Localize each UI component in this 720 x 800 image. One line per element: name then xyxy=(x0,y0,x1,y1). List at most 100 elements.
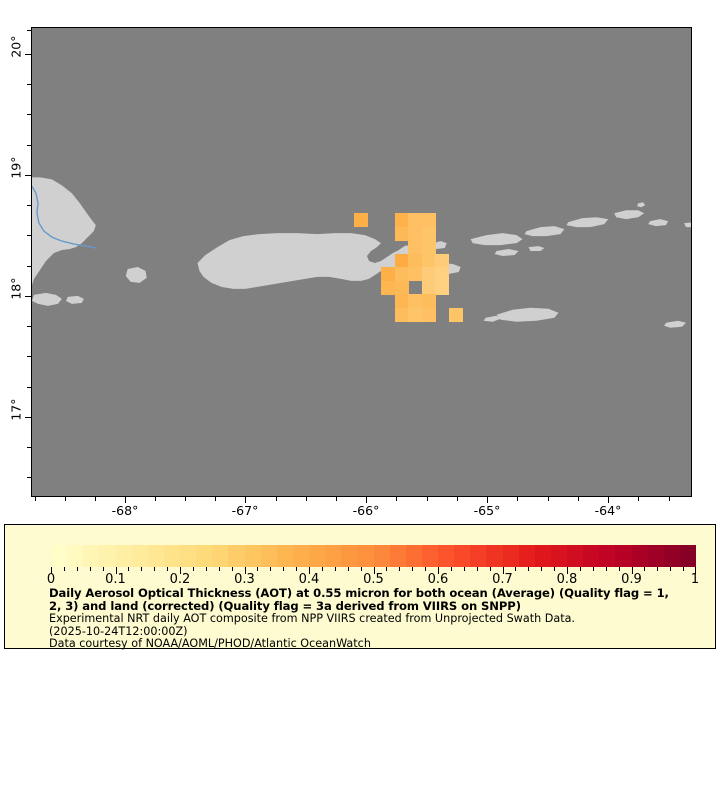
legend-desc-line2: (2025-10-24T12:00:00Z) xyxy=(49,624,188,638)
x-axis-label-2: -66° xyxy=(352,503,380,518)
colorbar-tick-minor xyxy=(218,567,220,571)
legend-title-line1: Daily Aerosol Optical Thickness (AOT) at… xyxy=(49,586,669,600)
y-tick-minor xyxy=(27,235,31,236)
landmass-st-john xyxy=(524,226,565,237)
x-tick-minor xyxy=(65,497,66,501)
colorbar-segment xyxy=(421,545,438,567)
y-tick-minor xyxy=(27,447,31,448)
aot-cell xyxy=(421,253,436,268)
map-plot-area[interactable] xyxy=(31,27,692,497)
aot-cell xyxy=(394,307,409,322)
colorbar-tick-minor xyxy=(76,567,78,571)
legend-title: Daily Aerosol Optical Thickness (AOT) at… xyxy=(49,587,709,612)
aot-cell xyxy=(421,294,436,308)
aot-cell xyxy=(435,267,449,281)
colorbar-tick-minor xyxy=(425,567,427,571)
colorbar-tick-minor xyxy=(231,567,233,571)
colorbar-tick-minor xyxy=(167,567,169,571)
aot-cell xyxy=(408,267,422,281)
x-tick-minor xyxy=(185,497,186,501)
aot-cell xyxy=(448,307,463,322)
x-tick-minor xyxy=(396,497,397,501)
y-tick-minor xyxy=(27,387,31,388)
aot-cell xyxy=(394,294,409,308)
colorbar-tick-minor xyxy=(347,567,349,571)
x-tick-minor xyxy=(95,497,96,501)
colorbar-tick-minor xyxy=(554,567,556,571)
aot-cell xyxy=(408,253,422,268)
landmass-anegada xyxy=(614,210,645,220)
y-axis-label-1: 19° xyxy=(8,156,24,179)
colorbar-tick-minor xyxy=(360,567,362,571)
legend-desc-line3: Data courtesy of NOAA/AOML/PHOD/Atlantic… xyxy=(49,637,371,651)
colorbar-segment xyxy=(51,545,68,567)
colorbar-tick-major xyxy=(180,567,181,574)
colorbar-tick-minor xyxy=(528,567,530,571)
colorbar-segment xyxy=(647,545,664,567)
y-tick-minor xyxy=(27,30,31,31)
colorbar-tick-minor xyxy=(657,567,659,571)
y-tick-minor xyxy=(27,145,31,146)
colorbar-tick-major xyxy=(244,567,246,574)
x-tick-minor xyxy=(457,497,458,501)
x-axis-label-0: -68° xyxy=(111,503,139,518)
colorbar-segment xyxy=(325,545,342,567)
aot-cell xyxy=(381,267,395,281)
y-axis-label-0: 20° xyxy=(8,35,24,58)
y-axis-label-2: 18° xyxy=(8,277,24,300)
colorbar-tick-minor xyxy=(476,567,478,571)
colorbar-segment xyxy=(486,545,503,567)
aot-cell xyxy=(421,267,436,281)
y-tick-minor xyxy=(27,326,31,327)
colorbar-tick-label: 0.1 xyxy=(105,572,126,587)
colorbar-tick-minor xyxy=(89,567,91,571)
legend-desc-line1: Experimental NRT daily AOT composite fro… xyxy=(49,612,575,625)
landmass-vi-speck-c xyxy=(684,222,691,228)
aot-cell xyxy=(421,240,436,254)
landmass-sc-spur xyxy=(483,315,501,322)
colorbar-tick-major xyxy=(373,567,375,574)
aot-cell xyxy=(408,226,422,241)
x-tick-minor xyxy=(35,497,36,501)
colorbar-segment xyxy=(276,545,293,567)
x-tick-major xyxy=(487,497,488,503)
x-tick-minor xyxy=(517,497,518,501)
x-axis-label-4: -64° xyxy=(594,503,622,518)
y-tick-minor xyxy=(27,356,31,357)
colorbar-tick-label: 0.6 xyxy=(427,572,449,587)
colorbar-tick-minor xyxy=(579,567,581,571)
colorbar-tick-major xyxy=(309,567,310,574)
aot-cell xyxy=(394,226,409,241)
x-tick-minor xyxy=(578,497,579,501)
colorbar-tick-label: 0.7 xyxy=(492,572,513,587)
colorbar-tick-major xyxy=(631,567,633,574)
aot-cell xyxy=(435,280,449,295)
colorbar-tick-minor xyxy=(283,567,285,571)
colorbar-segment xyxy=(357,545,374,567)
aot-cell xyxy=(394,213,409,227)
colorbar-segment xyxy=(567,545,584,567)
x-tick-minor xyxy=(548,497,549,501)
x-tick-minor xyxy=(306,497,307,501)
colorbar-segment xyxy=(147,545,164,567)
colorbar-tick-minor xyxy=(541,567,543,571)
aot-cell xyxy=(421,226,436,241)
colorbar-tick-minor xyxy=(683,567,685,571)
landmass-dr-islet-b xyxy=(65,295,84,304)
y-tick-minor xyxy=(27,205,31,206)
colorbar-tick-minor xyxy=(592,567,594,571)
colorbar-segment xyxy=(534,545,551,567)
landmass-st-croix xyxy=(496,307,559,322)
colorbar-tick-minor xyxy=(296,567,298,571)
colorbar-tick-minor xyxy=(205,567,207,571)
landmass-st-thomas xyxy=(470,233,523,246)
y-axis-label-3: 17° xyxy=(8,398,24,421)
colorbar-segment xyxy=(115,545,132,567)
x-tick-minor xyxy=(427,497,428,501)
colorbar[interactable] xyxy=(51,545,696,567)
colorbar-segment xyxy=(679,545,696,567)
aot-cell xyxy=(435,253,449,268)
colorbar-tick-major xyxy=(695,567,696,574)
landmass-tortola xyxy=(566,217,609,228)
landmass-hispaniola xyxy=(32,177,96,285)
